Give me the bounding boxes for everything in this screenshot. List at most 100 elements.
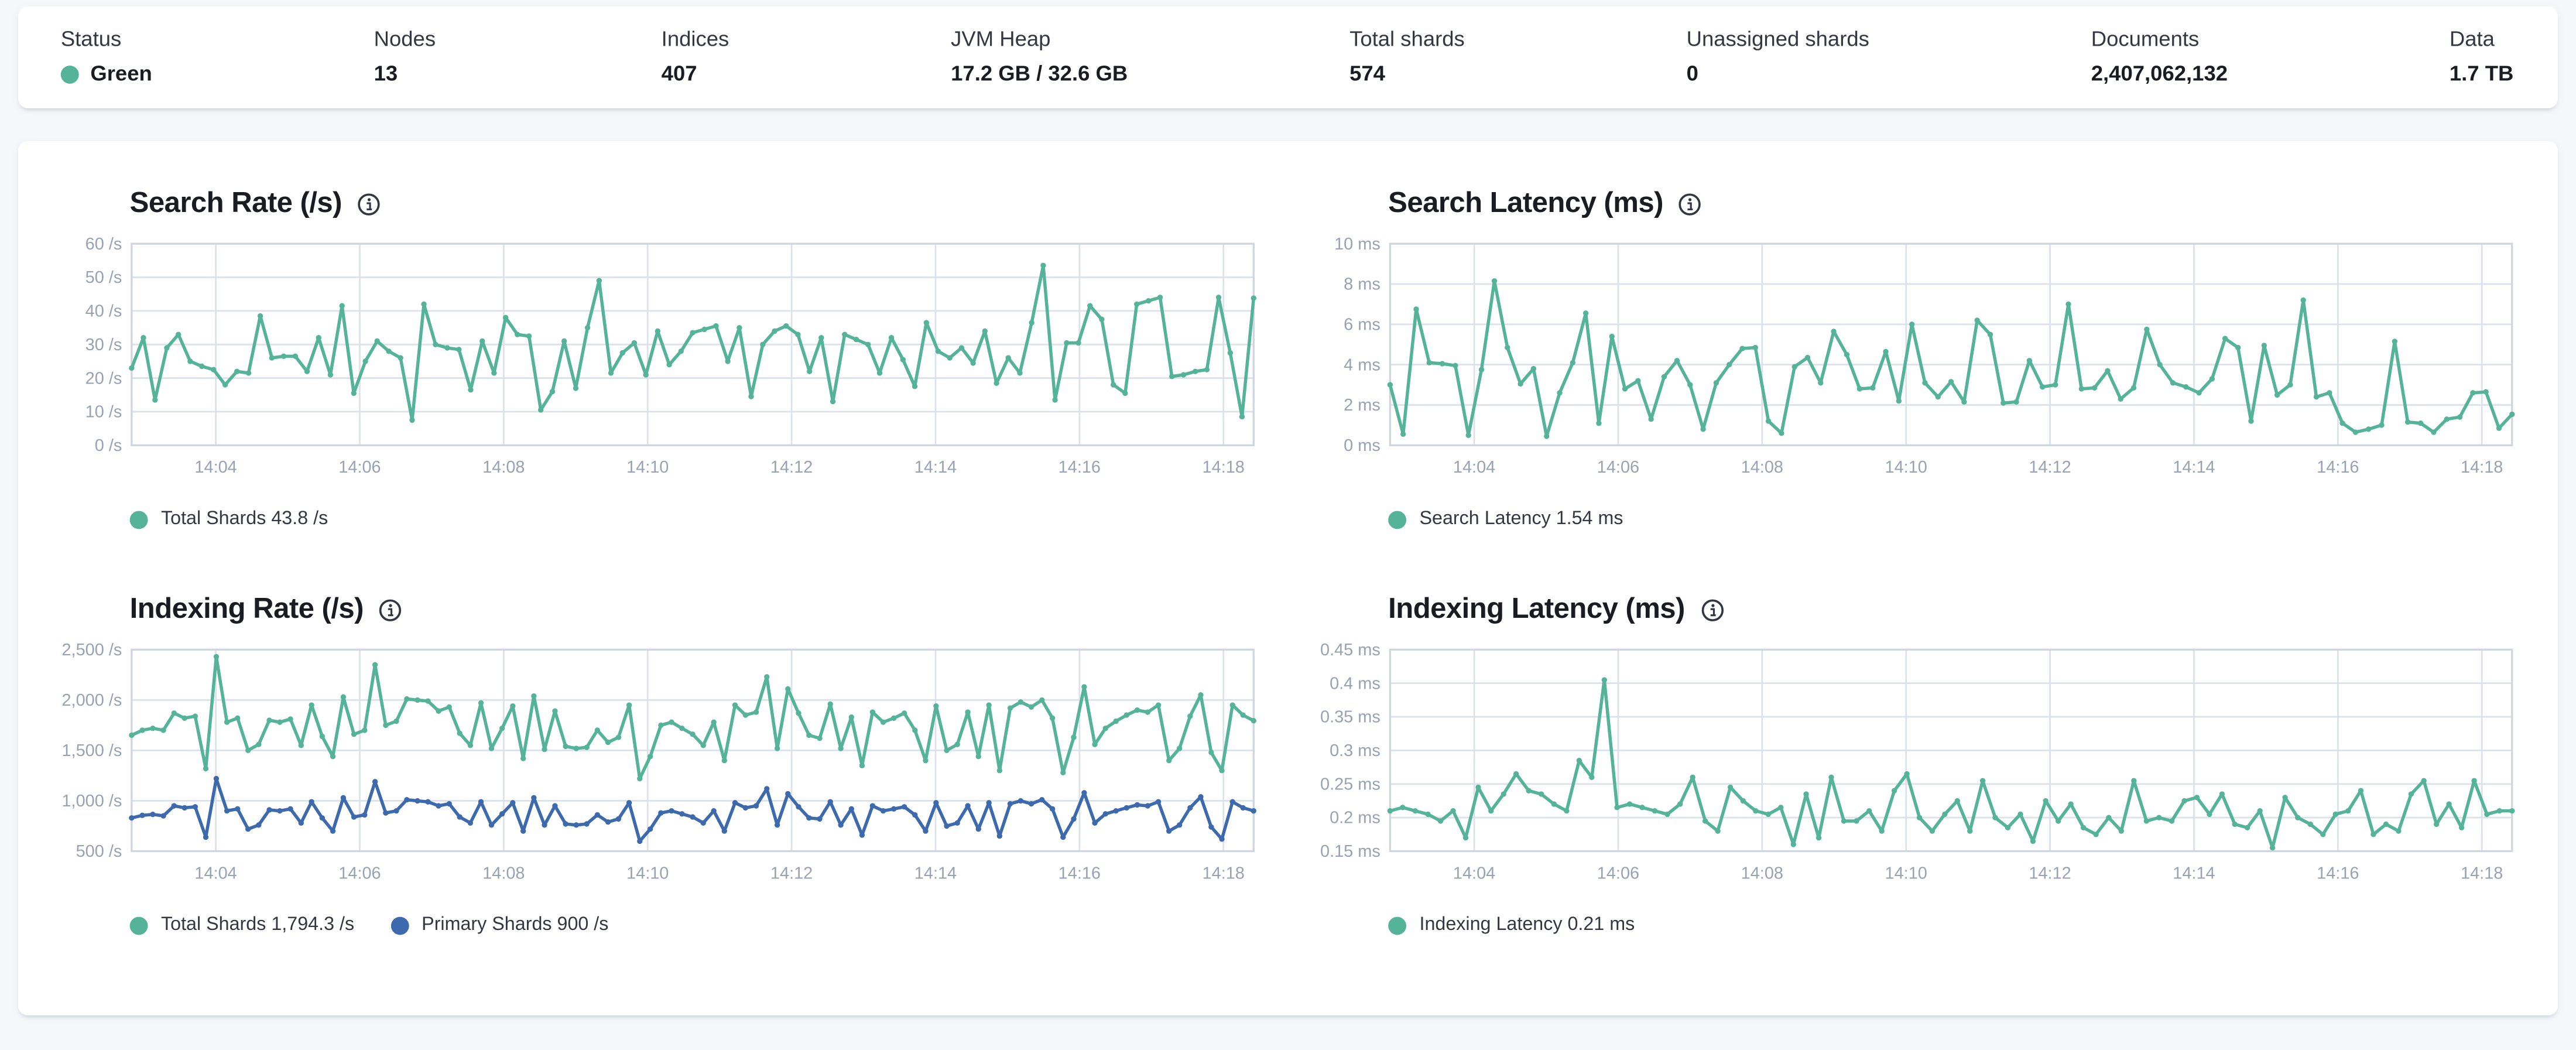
legend-dot	[129, 510, 148, 528]
svg-text:1,500 /s: 1,500 /s	[61, 741, 122, 760]
search-latency-line-chart[interactable]: 0 ms 2 ms 4 ms 6 ms 8 ms 10 ms 14:04 14:06 14:08…	[1316, 230, 2519, 497]
svg-text:0.2 ms: 0.2 ms	[1330, 809, 1381, 827]
legend-label: Total Shards 1,794.3 /s	[160, 915, 355, 935]
search-rate-line-chart[interactable]: 0 /s 10 /s 20 /s 30 /s 40 /s 50 /s 60 /s 14:04 1…	[57, 230, 1260, 497]
legend-label: Search Latency 1.54 ms	[1419, 509, 1623, 529]
svg-text:14:12: 14:12	[2029, 864, 2071, 883]
info-icon[interactable]	[357, 191, 381, 216]
svg-text:14:16: 14:16	[1059, 864, 1101, 883]
chart-indexing-rate: Indexing Rate (/s) 500 /s 1,000 /s 1,500 /…	[57, 591, 1260, 935]
svg-text:14:14: 14:14	[914, 864, 957, 883]
stat-label: Status	[60, 26, 122, 51]
stat-indices: Indices 407	[662, 25, 729, 108]
svg-text:14:06: 14:06	[338, 458, 381, 477]
indexing-latency-line-chart[interactable]: 0.15 ms 0.2 ms 0.25 ms 0.3 ms 0.35 ms 0.4 ms 0…	[1316, 636, 2519, 902]
chart-header: Search Rate (/s)	[130, 186, 1260, 220]
stat-label: Total shards	[1349, 26, 1465, 51]
svg-text:14:08: 14:08	[482, 864, 525, 883]
chart-title: Indexing Rate (/s)	[129, 591, 364, 625]
stat-data-size: Data 1.7 TB	[2450, 25, 2515, 108]
svg-text:14:10: 14:10	[626, 864, 669, 883]
status-health-text: Green	[90, 60, 152, 85]
svg-text:30 /s: 30 /s	[85, 336, 122, 354]
indexing-rate-line-chart[interactable]: 500 /s 1,000 /s 1,500 /s 2,000 /s 2,500 /s 14…	[57, 636, 1260, 902]
charts-grid: Search Rate (/s) 0 /s 10 /s 20 /s 30 /s 40 /…	[57, 186, 2519, 935]
chart-search-latency: Search Latency (ms) 0 ms 2 ms 4 ms 6 ms 8 ms…	[1316, 186, 2519, 529]
legend-item[interactable]: Search Latency 1.54 ms	[1388, 509, 1623, 529]
legend-item[interactable]: Primary Shards 900 /s	[390, 915, 609, 935]
chart-header: Search Latency (ms)	[1388, 186, 2519, 220]
svg-text:0.35 ms: 0.35 ms	[1320, 708, 1381, 727]
cluster-overview-page: Status Green Nodes 13 Indices 407 JVM He…	[0, 6, 2576, 1050]
chart-indexing-latency: Indexing Latency (ms) 0.15 ms 0.2 ms 0.25 …	[1316, 591, 2519, 935]
svg-text:0.25 ms: 0.25 ms	[1320, 775, 1381, 794]
svg-text:2,000 /s: 2,000 /s	[61, 691, 122, 710]
stat-label: Unassigned shards	[1686, 26, 1869, 51]
chart-title: Indexing Latency (ms)	[1388, 591, 1685, 625]
legend-item[interactable]: Total Shards 1,794.3 /s	[129, 915, 355, 935]
svg-text:14:08: 14:08	[1741, 458, 1783, 477]
legend-dot	[1388, 916, 1407, 935]
svg-text:14:08: 14:08	[482, 458, 525, 477]
svg-text:14:18: 14:18	[2461, 458, 2503, 477]
svg-text:0.45 ms: 0.45 ms	[1320, 641, 1381, 659]
svg-text:60 /s: 60 /s	[85, 235, 122, 254]
svg-text:10 ms: 10 ms	[1334, 235, 1381, 254]
svg-text:40 /s: 40 /s	[85, 302, 122, 321]
svg-text:14:04: 14:04	[1453, 864, 1495, 883]
svg-text:14:04: 14:04	[1453, 458, 1495, 477]
info-icon[interactable]	[378, 597, 403, 622]
chart-legend: Indexing Latency 0.21 ms	[1388, 915, 2519, 935]
svg-text:20 /s: 20 /s	[85, 369, 122, 388]
svg-text:14:04: 14:04	[194, 864, 237, 883]
legend-dot	[129, 916, 148, 935]
info-icon[interactable]	[1678, 191, 1703, 216]
svg-text:14:12: 14:12	[770, 458, 813, 477]
svg-text:14:10: 14:10	[626, 458, 669, 477]
svg-text:14:04: 14:04	[194, 458, 237, 477]
stat-total-shards: Total shards 574	[1349, 25, 1465, 108]
status-health-dot	[60, 64, 79, 83]
svg-text:14:14: 14:14	[2173, 458, 2215, 477]
svg-text:14:16: 14:16	[1059, 458, 1101, 477]
svg-text:4 ms: 4 ms	[1344, 355, 1381, 374]
legend-label: Primary Shards 900 /s	[422, 915, 609, 935]
svg-text:14:16: 14:16	[2317, 458, 2359, 477]
svg-text:14:06: 14:06	[1597, 458, 1639, 477]
legend-item[interactable]: Total Shards 43.8 /s	[129, 509, 328, 529]
svg-text:0.15 ms: 0.15 ms	[1320, 842, 1381, 861]
legend-dot	[390, 916, 409, 935]
legend-dot	[1388, 510, 1407, 528]
charts-panel: Search Rate (/s) 0 /s 10 /s 20 /s 30 /s 40 /…	[18, 141, 2558, 1015]
svg-text:0.4 ms: 0.4 ms	[1330, 674, 1381, 693]
cluster-status-bar: Status Green Nodes 13 Indices 407 JVM He…	[18, 6, 2558, 108]
stat-documents: Documents 2,407,062,132	[2091, 25, 2228, 108]
svg-text:8 ms: 8 ms	[1344, 275, 1381, 294]
svg-text:14:12: 14:12	[770, 864, 813, 883]
info-icon[interactable]	[1700, 597, 1724, 622]
svg-text:10 /s: 10 /s	[85, 403, 122, 422]
chart-legend: Total Shards 43.8 /s	[129, 509, 1260, 529]
chart-search-rate: Search Rate (/s) 0 /s 10 /s 20 /s 30 /s 40 /…	[57, 186, 1260, 529]
svg-text:14:16: 14:16	[2317, 864, 2359, 883]
stat-label: JVM Heap	[951, 26, 1051, 51]
chart-legend: Search Latency 1.54 ms	[1388, 509, 2519, 529]
stat-value: 0	[1686, 60, 1698, 85]
stat-value: 13	[374, 60, 398, 85]
svg-text:14:06: 14:06	[1597, 864, 1639, 883]
svg-text:50 /s: 50 /s	[85, 268, 122, 287]
legend-item[interactable]: Indexing Latency 0.21 ms	[1388, 915, 1635, 935]
svg-text:14:18: 14:18	[1203, 458, 1245, 477]
stat-value: 17.2 GB / 32.6 GB	[951, 60, 1128, 85]
stat-label: Nodes	[374, 26, 436, 51]
stat-label: Documents	[2091, 26, 2200, 51]
chart-title: Search Latency (ms)	[1388, 185, 1663, 218]
svg-text:1,000 /s: 1,000 /s	[61, 792, 122, 810]
svg-text:14:14: 14:14	[2173, 864, 2215, 883]
stat-value: 1.7 TB	[2449, 60, 2514, 85]
legend-label: Total Shards 43.8 /s	[160, 509, 328, 529]
svg-text:14:14: 14:14	[914, 458, 957, 477]
svg-text:14:10: 14:10	[1885, 458, 1927, 477]
svg-text:14:12: 14:12	[2029, 458, 2071, 477]
stat-label: Data	[2449, 26, 2495, 51]
